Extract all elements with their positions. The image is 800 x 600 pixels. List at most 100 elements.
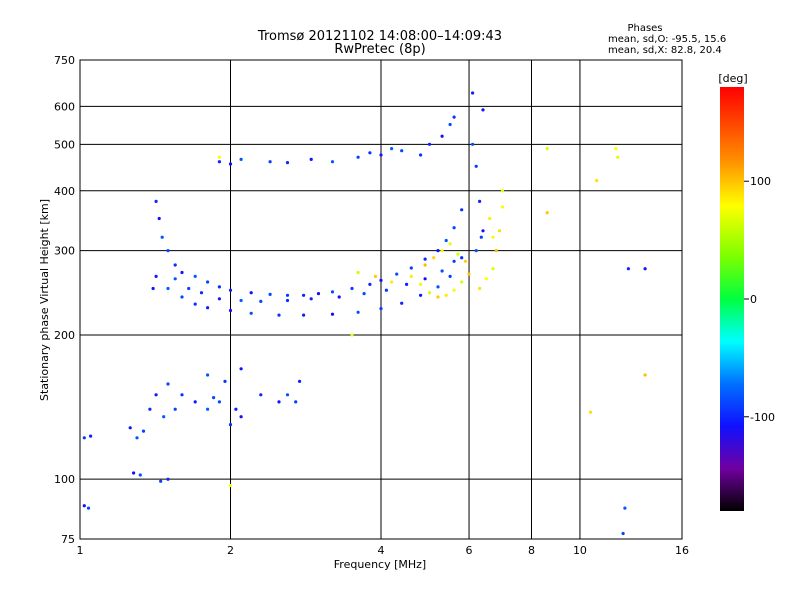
x-mode-point — [497, 229, 501, 233]
o-mode-point — [436, 249, 440, 253]
o-mode-point — [180, 393, 184, 397]
o-mode-point — [460, 256, 464, 260]
o-mode-point — [285, 298, 290, 303]
o-mode-point — [309, 157, 313, 161]
o-mode-point — [132, 471, 136, 475]
o-mode-point — [187, 286, 191, 291]
x-tick-label: 8 — [528, 544, 535, 557]
o-mode-point — [223, 379, 227, 383]
x-tick-label: 1 — [77, 544, 84, 557]
o-mode-point — [452, 226, 456, 230]
o-mode-point — [157, 216, 161, 221]
o-mode-point — [277, 313, 281, 317]
phase-colorbar: [deg] 100 0 -100 — [718, 72, 775, 511]
o-mode-point — [228, 162, 233, 166]
o-mode-point — [86, 506, 91, 510]
o-mode-point — [148, 407, 152, 411]
x-mode-point — [409, 274, 413, 278]
y-axis-label: Stationary phase Virtual Height [km] — [38, 199, 51, 401]
o-mode-point — [173, 263, 177, 267]
colorbar-tick-label: 100 — [750, 175, 771, 188]
y-axis-ticks: 75 100 200 300 400 500 600 750 — [54, 54, 75, 546]
o-mode-point — [302, 313, 306, 317]
colorbar-tick-label: 0 — [750, 293, 757, 306]
phase-legend-title: Phases — [627, 23, 662, 34]
o-mode-point — [285, 161, 290, 165]
o-mode-point — [621, 531, 625, 536]
o-mode-point — [626, 267, 631, 271]
y-tick-label: 300 — [54, 245, 75, 258]
o-mode-point — [128, 426, 132, 430]
x-mode-point — [545, 147, 549, 151]
chart-subtitle: RwPretec (8p) — [334, 42, 425, 57]
o-mode-point — [249, 311, 253, 315]
phase-legend-line1: mean, sd,O: -95.5, 15.6 — [608, 34, 726, 45]
grid-lines — [80, 60, 682, 539]
x-mode-point — [643, 373, 647, 377]
o-mode-point — [368, 151, 372, 155]
o-mode-point — [294, 400, 298, 404]
o-mode-point — [206, 280, 210, 284]
phase-legend-line2: mean, sd,X: 82.8, 20.4 — [608, 45, 722, 56]
o-mode-point — [166, 286, 170, 291]
o-mode-point — [217, 400, 221, 404]
o-mode-point — [309, 297, 313, 301]
o-mode-point — [166, 477, 170, 481]
o-mode-point — [151, 286, 155, 291]
x-mode-point — [350, 333, 354, 337]
x-mode-point — [444, 293, 448, 297]
o-mode-point — [82, 504, 86, 508]
o-mode-point — [228, 288, 233, 292]
x-tick-label: 6 — [466, 544, 473, 557]
x-mode-point — [373, 274, 378, 278]
o-mode-point — [234, 407, 238, 411]
x-mode-point — [614, 147, 618, 151]
o-mode-point — [350, 286, 354, 291]
x-mode-point — [427, 291, 432, 295]
o-mode-point — [390, 147, 394, 151]
o-mode-point — [400, 149, 404, 153]
o-mode-point — [481, 108, 485, 112]
x-mode-point — [228, 483, 233, 488]
o-mode-point — [239, 298, 243, 303]
x-mode-point — [467, 272, 471, 276]
o-mode-point — [160, 235, 164, 239]
x-mode-point — [390, 280, 394, 284]
o-mode-point — [302, 293, 306, 297]
x-mode-point — [456, 252, 460, 256]
o-mode-point — [384, 288, 388, 292]
o-mode-point — [159, 479, 163, 483]
o-mode-point — [448, 122, 452, 127]
x-mode-point — [436, 295, 440, 299]
o-mode-point — [481, 229, 485, 233]
x-mode-point — [484, 277, 488, 281]
o-mode-point — [138, 473, 142, 477]
x-mode-point — [432, 256, 436, 260]
o-mode-point — [154, 199, 158, 203]
o-mode-point — [173, 277, 177, 281]
x-mode-point — [419, 282, 423, 286]
x-mode-point — [545, 211, 549, 215]
x-axis-label: Frequency [MHz] — [334, 558, 426, 571]
o-mode-point — [316, 292, 321, 296]
o-mode-point — [474, 164, 478, 168]
x-mode-point — [460, 280, 464, 284]
o-mode-point — [239, 157, 243, 161]
x-mode-point — [500, 205, 505, 209]
data-points — [82, 91, 647, 536]
o-mode-point — [362, 292, 366, 296]
o-mode-point — [193, 274, 197, 278]
o-mode-point — [162, 415, 166, 419]
o-mode-point — [89, 434, 93, 438]
o-mode-point — [330, 312, 335, 316]
o-mode-point — [379, 153, 383, 157]
o-mode-point — [173, 407, 177, 411]
o-mode-point — [479, 235, 483, 239]
x-mode-point — [491, 235, 495, 239]
y-tick-label: 600 — [54, 100, 75, 113]
o-mode-point — [452, 259, 456, 263]
o-mode-point — [154, 274, 158, 278]
o-mode-point — [206, 373, 210, 377]
x-mode-point — [616, 155, 620, 159]
